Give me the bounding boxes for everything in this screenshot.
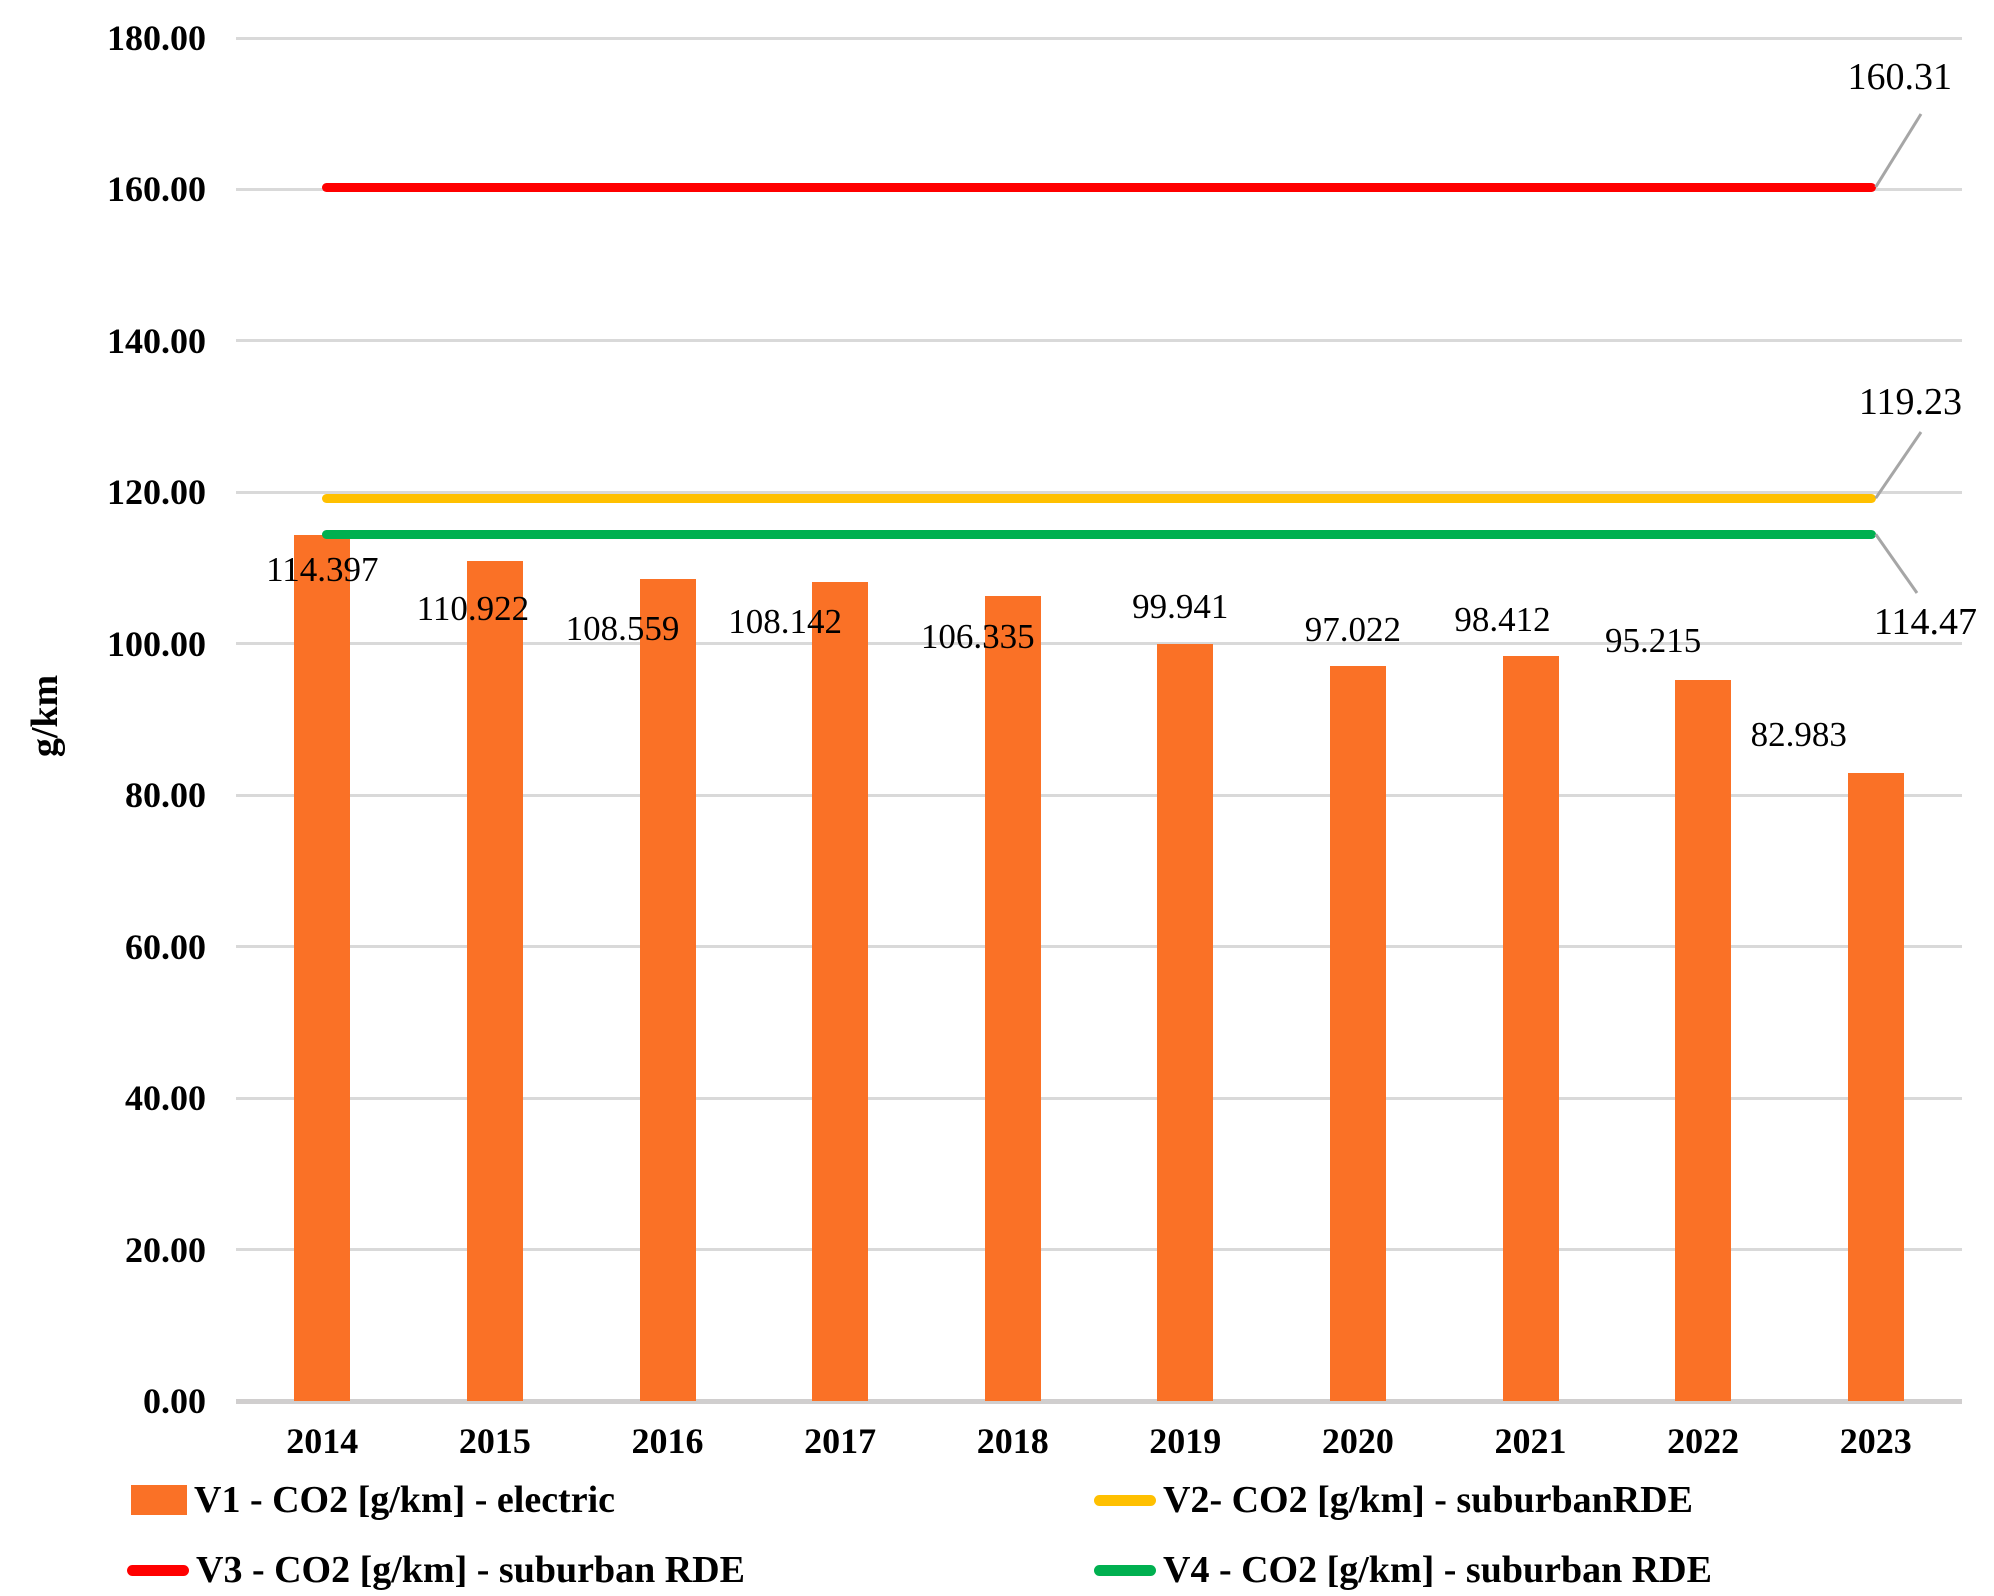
bar-2015: [466, 561, 523, 1401]
gridline: [236, 1096, 1962, 1100]
x-tick-label-2016: 2016: [631, 1421, 704, 1461]
bar-2019: [1157, 644, 1214, 1401]
data-label-2016: 108.559: [565, 608, 680, 648]
x-tick-label-2020: 2020: [1321, 1421, 1394, 1461]
line-v4: [322, 529, 1876, 539]
x-axis-line: [236, 1398, 1962, 1404]
legend-swatch-v1-bar: [131, 1485, 187, 1515]
data-label-2018: 106.335: [920, 616, 1035, 656]
data-label-2019: 99.941: [1132, 587, 1229, 627]
gridline: [236, 36, 1962, 40]
bar-2022: [1675, 680, 1732, 1401]
legend-item-v3: V3 - CO2 [g/km] - suburban RDE: [127, 1547, 745, 1593]
bar-2017: [812, 582, 869, 1401]
x-tick-label-2014: 2014: [286, 1421, 359, 1461]
y-tick-label: 140.00: [107, 320, 206, 361]
bar-2020: [1329, 666, 1386, 1401]
bar-2023: [1847, 772, 1904, 1401]
leader-line: [1874, 431, 1923, 500]
x-tick-label-2023: 2023: [1839, 1421, 1912, 1461]
gridline: [236, 642, 1962, 646]
x-tick-label-2019: 2019: [1149, 1421, 1222, 1461]
legend-label-v2: V2- CO2 [g/km] - suburbanRDE: [1163, 1479, 1693, 1521]
legend-swatch-v4-line: [1094, 1564, 1156, 1576]
legend-item-v2: V2- CO2 [g/km] - suburbanRDE: [1094, 1477, 1693, 1523]
data-label-2017: 108.142: [728, 602, 842, 642]
x-tick-label-2021: 2021: [1494, 1421, 1567, 1461]
gridline: [236, 945, 1962, 949]
annotation-114.47: 114.47: [1873, 601, 1977, 643]
gridline: [236, 490, 1962, 494]
bar-2014: [294, 534, 351, 1401]
x-tick-label-2018: 2018: [976, 1421, 1049, 1461]
y-tick-label: 100.00: [107, 623, 206, 664]
legend-label-v4: V4 - CO2 [g/km] - suburban RDE: [1163, 1549, 1712, 1591]
annotation-160.31: 160.31: [1847, 56, 1953, 98]
line-v2-: [322, 493, 1876, 503]
legend-item-v4: V4 - CO2 [g/km] - suburban RDE: [1094, 1547, 1712, 1593]
y-tick-label: 40.00: [125, 1078, 206, 1119]
data-label-2021: 98.412: [1454, 599, 1551, 639]
y-tick-label: 20.00: [125, 1229, 206, 1270]
y-tick-label: 60.00: [125, 926, 206, 967]
x-tick-label-2022: 2022: [1667, 1421, 1740, 1461]
legend-label-v1: V1 - CO2 [g/km] - electric: [194, 1479, 616, 1521]
y-tick-label: 120.00: [107, 472, 206, 513]
legend-item-v1: V1 - CO2 [g/km] - electric: [131, 1477, 615, 1523]
line-v3: [322, 182, 1876, 192]
annotation-119.23: 119.23: [1858, 381, 1962, 423]
data-label-2015: 110.922: [416, 589, 530, 629]
leader-line: [1874, 533, 1919, 594]
data-label-2022: 95.215: [1604, 621, 1702, 660]
data-label-2023: 82.983: [1750, 714, 1847, 754]
x-tick-label-2015: 2015: [458, 1421, 531, 1461]
x-tick-label-2017: 2017: [804, 1421, 877, 1461]
data-label-2020: 97.022: [1304, 610, 1402, 650]
gridline: [236, 339, 1962, 343]
legend-swatch-v2-line: [1094, 1494, 1156, 1506]
gridline: [236, 1248, 1962, 1252]
y-axis-title-text: g/km: [24, 674, 66, 758]
y-tick-label: 160.00: [107, 169, 206, 210]
y-tick-label: 80.00: [125, 775, 206, 816]
bar-2016: [639, 578, 696, 1401]
legend-label-v3: V3 - CO2 [g/km] - suburban RDE: [196, 1549, 745, 1591]
bar-2021: [1502, 655, 1559, 1401]
gridline: [236, 793, 1962, 797]
legend-swatch-v3-line: [127, 1564, 189, 1576]
data-label-2014: 114.397: [266, 549, 379, 589]
bar-2018: [984, 595, 1041, 1401]
y-tick-label: 0.00: [143, 1381, 206, 1421]
y-tick-label: 180.00: [107, 18, 206, 58]
leader-line: [1874, 113, 1923, 188]
